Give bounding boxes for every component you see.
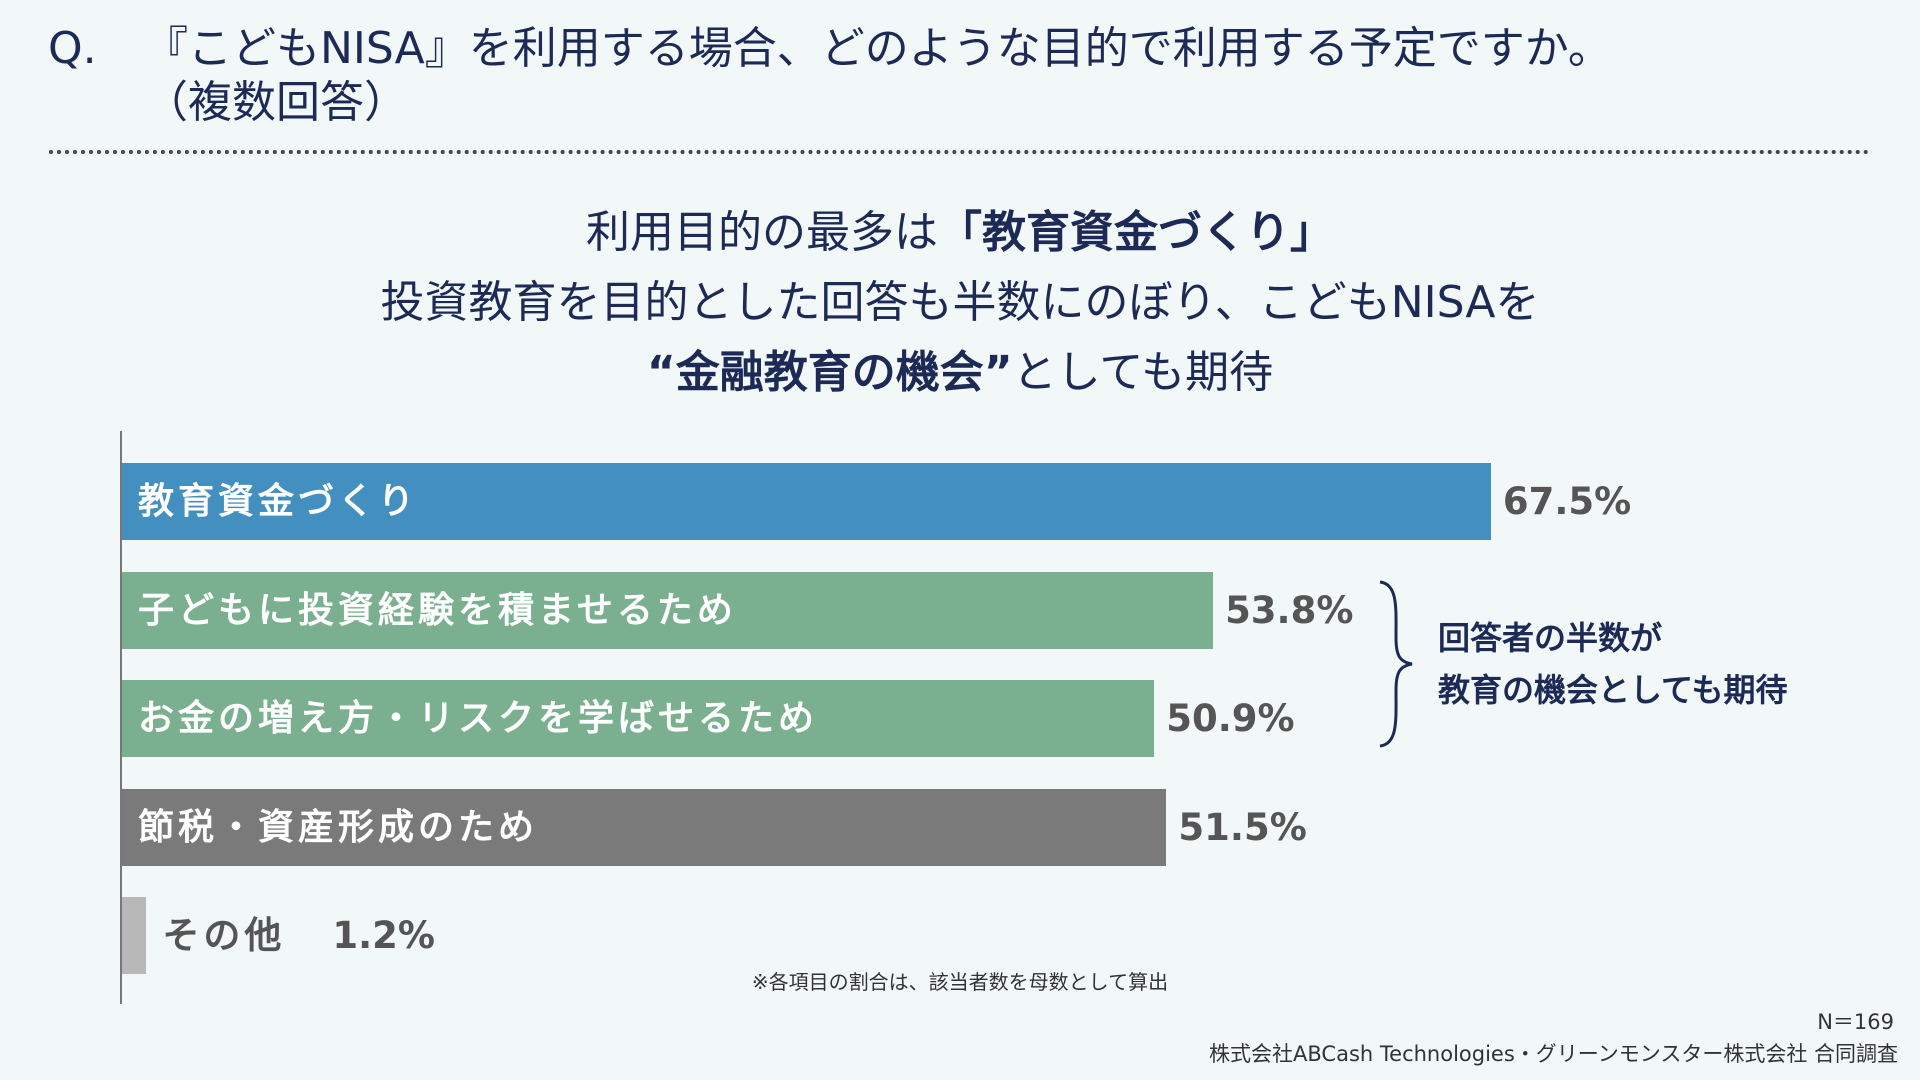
question-text: 『こどもNISA』を利用する場合、どのような目的で利用する予定ですか。 <box>144 23 1612 74</box>
value-label: 53.8% <box>1225 588 1354 632</box>
headline-line2: 投資教育を目的とした回答も半数にのぼり、こどもNISAを <box>380 277 1540 328</box>
value-label: 1.2% <box>332 914 435 957</box>
bar-2: 子どもに投資経験を積ませるため <box>122 571 1214 649</box>
bar-5 <box>122 897 147 974</box>
sample-size: N＝169 <box>1817 1010 1894 1034</box>
headline-line3: “金融教育の機会”としても期待 <box>0 336 1920 400</box>
headline-text: 利用目的の最多は <box>586 207 938 258</box>
question-note: （複数回答） <box>144 77 408 128</box>
callout: 回答者の半数が 教育の機会としても期待 <box>1438 612 1787 716</box>
question-prefix: Q. <box>48 23 97 74</box>
survey-credit: 株式会社ABCash Technologies・グリーンモンスター株式会社 合同… <box>1209 1042 1898 1066</box>
callout-line2: 教育の機会としても期待 <box>1438 671 1788 709</box>
headline-line1: 利用目的の最多は「教育資金づくり」 <box>0 196 1920 260</box>
bar-1: 教育資金づくり <box>122 463 1491 540</box>
value-label: 51.5% <box>1178 805 1307 849</box>
category-label: お金の増え方・リスクを学ばせるため <box>138 698 819 739</box>
headline-emphasis: 「教育資金づくり」 <box>938 207 1334 258</box>
dotted-divider <box>49 150 1870 154</box>
brace-icon <box>1379 580 1413 748</box>
category-label: 教育資金づくり <box>138 481 419 522</box>
value-label: 67.5% <box>1502 480 1632 523</box>
value-label: 50.9% <box>1166 697 1295 740</box>
headline-emphasis: “金融教育の機会” <box>646 347 1013 398</box>
category-label: 節税・資産形成のため <box>138 806 539 848</box>
category-label: その他 <box>162 914 286 957</box>
bar-4: 節税・資産形成のため <box>122 788 1167 866</box>
bar-3: お金の増え方・リスクを学ばせるため <box>122 680 1155 757</box>
category-label: 子どもに投資経験を積ませるため <box>138 589 737 631</box>
footnote: ※各項目の割合は、該当者数を母数として算出 <box>751 970 1169 994</box>
callout-line1: 回答者の半数が <box>1438 619 1663 657</box>
y-axis-line <box>120 431 122 1004</box>
headline-text: としても期待 <box>1012 347 1274 398</box>
